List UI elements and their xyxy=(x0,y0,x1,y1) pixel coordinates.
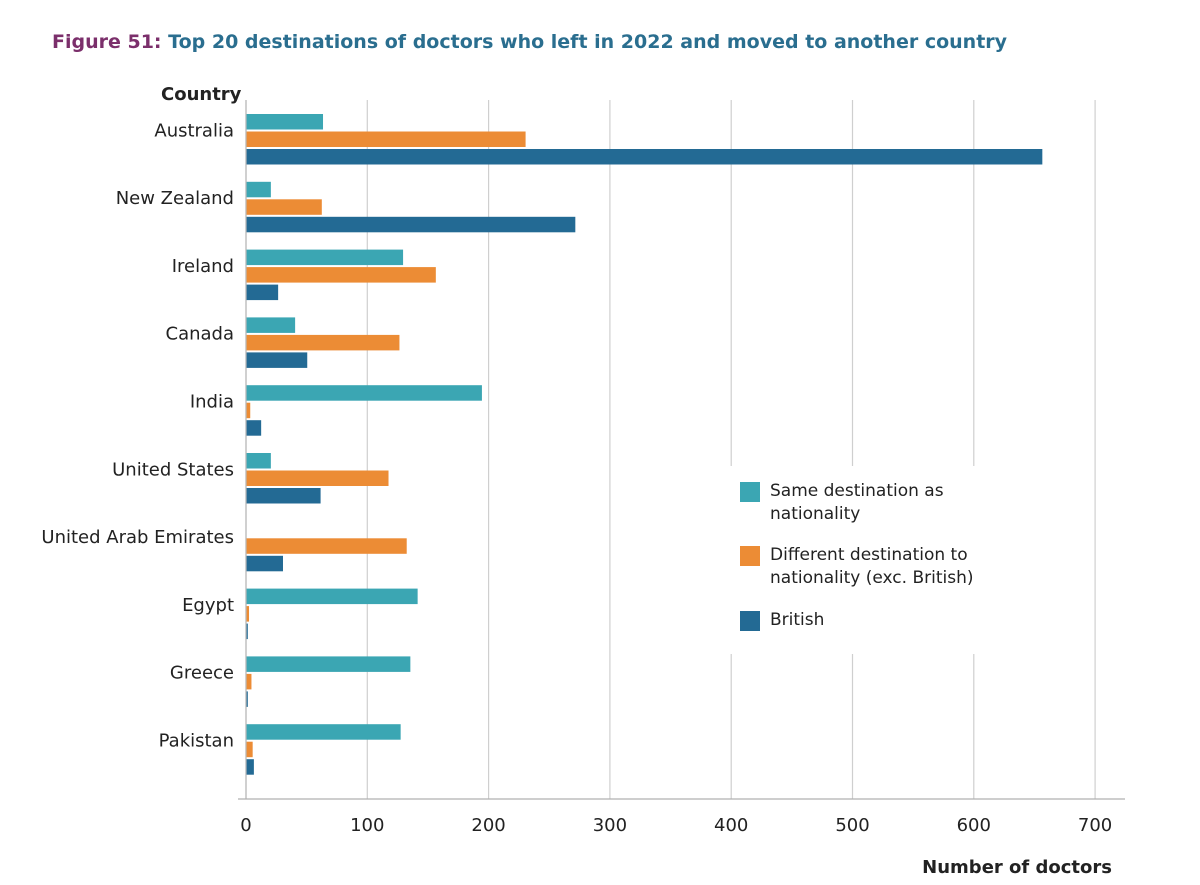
bar-different xyxy=(246,538,407,554)
bar-same xyxy=(246,588,418,605)
figure-title-text: Top 20 destinations of doctors who left … xyxy=(168,31,1008,53)
chart-legend: Same destination as nationality Differen… xyxy=(728,466,988,654)
bar-different xyxy=(246,131,526,147)
bar-different xyxy=(246,606,250,622)
legend-swatch-british xyxy=(740,611,760,631)
bar-british xyxy=(246,623,248,640)
category-label: Canada xyxy=(166,324,235,345)
category-label: Greece xyxy=(170,663,234,684)
bar-same xyxy=(246,114,324,130)
legend-label-different: Different destination to nationality (ex… xyxy=(770,545,974,588)
bar-british xyxy=(246,691,248,707)
bar-same xyxy=(246,656,411,672)
category-label: Australia xyxy=(154,120,234,141)
legend-swatch-same xyxy=(740,482,760,502)
bar-same xyxy=(246,453,271,469)
category-label: Ireland xyxy=(172,256,234,277)
bar-same xyxy=(246,181,271,198)
bar-different xyxy=(246,334,400,351)
category-label: Egypt xyxy=(182,595,234,616)
category-label: New Zealand xyxy=(116,188,234,209)
category-label: United States xyxy=(112,459,234,480)
bar-different xyxy=(246,673,252,690)
legend-label-british: British xyxy=(770,610,825,630)
bar-same xyxy=(246,385,482,401)
x-tick-label: 600 xyxy=(957,815,991,836)
legend-swatch-different xyxy=(740,546,760,566)
x-tick-label: 200 xyxy=(471,815,505,836)
bar-british xyxy=(246,488,321,504)
x-tick-label: 100 xyxy=(350,815,384,836)
figure-label: Figure 51: xyxy=(52,31,162,53)
bar-british xyxy=(246,216,576,233)
bar-same xyxy=(246,724,401,740)
figure-title: Figure 51: Top 20 destinations of doctor… xyxy=(52,31,1007,53)
bar-british xyxy=(246,284,279,301)
bar-same xyxy=(246,317,296,333)
x-axis-title: Number of doctors xyxy=(922,857,1112,878)
bar-british xyxy=(246,420,262,436)
bar-british xyxy=(246,352,308,368)
x-tick-label: 700 xyxy=(1078,815,1112,836)
bar-british xyxy=(246,555,283,572)
bar-different xyxy=(246,267,436,283)
bar-different xyxy=(246,470,389,486)
bar-different xyxy=(246,741,253,758)
bar-different xyxy=(246,199,322,215)
x-tick-label: 400 xyxy=(714,815,748,836)
x-tick-label: 300 xyxy=(593,815,627,836)
category-label: United Arab Emirates xyxy=(41,527,234,548)
x-tick-label: 0 xyxy=(240,815,251,836)
x-tick-label: 500 xyxy=(835,815,869,836)
bar-different xyxy=(246,402,251,419)
bar-british xyxy=(246,149,1043,165)
legend-label-same: Same destination as nationality xyxy=(770,481,944,524)
category-label: Pakistan xyxy=(159,730,234,751)
y-axis-title: Country xyxy=(161,84,242,105)
bar-british xyxy=(246,759,254,775)
category-label: India xyxy=(190,391,234,412)
bar-same xyxy=(246,249,404,266)
